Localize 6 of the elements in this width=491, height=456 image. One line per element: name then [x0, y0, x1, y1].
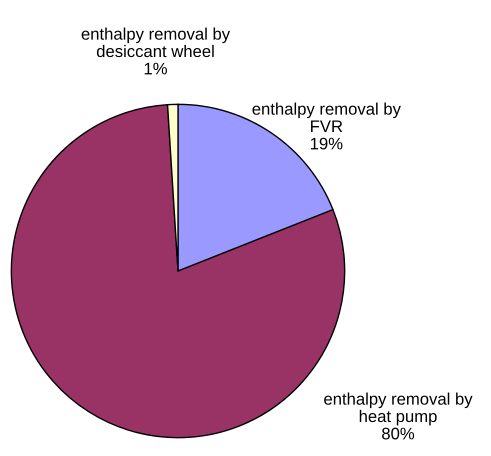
data-label: 1%	[144, 62, 167, 74]
data-label: 19%	[310, 138, 342, 150]
slice-label: enthalpy removal by desiccant wheel	[82, 28, 230, 58]
slice-label: enthalpy removal by FVR	[252, 102, 401, 132]
data-label: 80%	[382, 428, 414, 440]
slice-label: enthalpy removal by heat pump	[324, 392, 473, 426]
